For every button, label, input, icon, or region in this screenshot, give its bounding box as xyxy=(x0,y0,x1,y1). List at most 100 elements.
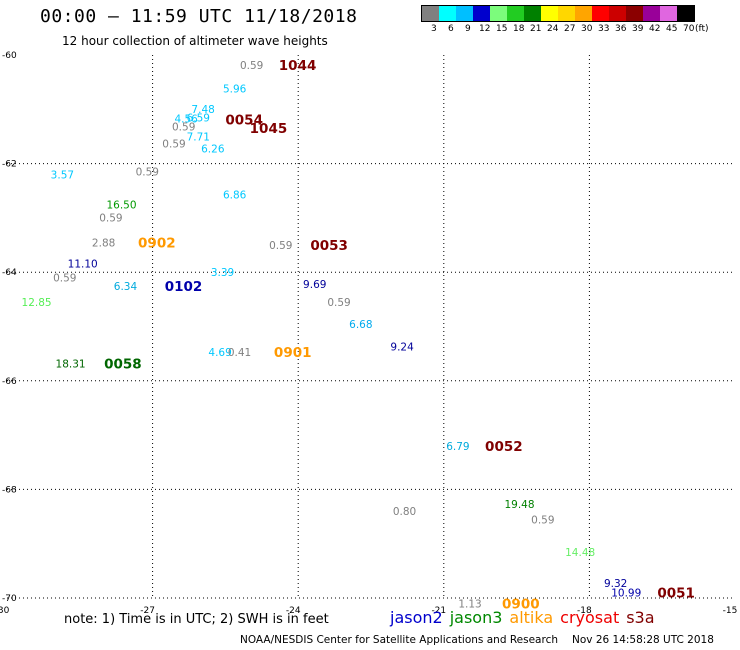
footer-timestamp: Nov 26 14:58:28 UTC 2018 xyxy=(572,634,714,646)
wave-height-label: 14.48 xyxy=(565,547,595,559)
color-scale-label: 36 xyxy=(615,24,627,34)
latitude-tick-label: -68 xyxy=(2,485,17,495)
wave-height-label: 0.59 xyxy=(99,212,122,224)
color-swatch xyxy=(558,6,575,21)
longitude-tick-label: -30 xyxy=(0,606,10,616)
observation-time-label: 0901 xyxy=(274,345,312,361)
color-swatch xyxy=(626,6,643,21)
latitude-tick-label: -62 xyxy=(2,160,17,170)
observation-time-label: 1044 xyxy=(279,58,317,74)
satellite-legend-item: jason2 xyxy=(390,608,443,627)
wave-height-label: 1.13 xyxy=(458,598,481,610)
observation-time-label: 0051 xyxy=(657,586,695,602)
wave-height-label: 2.88 xyxy=(92,237,115,249)
color-scale-label: 3 xyxy=(431,24,437,34)
color-scale-legend: 3 6 9 12 15 18 21 24 27 30 33 36 39 42 45 70 (ft) xyxy=(421,5,709,36)
wave-height-label: 4.69 xyxy=(208,347,231,359)
color-scale-swatches xyxy=(421,5,695,22)
longitude-tick-label: -21 xyxy=(431,606,446,616)
wave-height-label: 6.79 xyxy=(446,441,469,453)
color-swatch xyxy=(524,6,541,21)
longitude-tick-label: -27 xyxy=(140,606,155,616)
wave-height-label: 0.59 xyxy=(172,122,195,134)
color-scale-label: 21 xyxy=(530,24,542,34)
wave-height-label: 0.59 xyxy=(327,297,350,309)
color-swatch xyxy=(660,6,677,21)
wave-height-label: 3.57 xyxy=(51,169,74,181)
color-swatch xyxy=(507,6,524,21)
longitude-tick-label: -18 xyxy=(577,606,592,616)
color-swatch xyxy=(609,6,626,21)
color-swatch xyxy=(422,6,439,21)
page-title: 00:00 – 11:59 UTC 11/18/2018 xyxy=(40,6,358,27)
color-scale-label: 39 xyxy=(632,24,644,34)
longitude-tick-label: -24 xyxy=(286,606,301,616)
color-scale-label: 24 xyxy=(547,24,559,34)
wave-height-label: 3.39 xyxy=(211,267,234,279)
wave-height-label: 6.59 xyxy=(187,112,210,124)
color-swatch xyxy=(490,6,507,21)
color-scale-label: 45 xyxy=(666,24,678,34)
wave-height-label: 9.32 xyxy=(604,578,627,590)
wave-height-label: 6.26 xyxy=(201,143,225,155)
wave-height-label: 9.69 xyxy=(303,279,326,291)
wave-height-label: 5.96 xyxy=(223,84,247,96)
observation-time-label: 0058 xyxy=(104,356,142,372)
wave-height-label: 6.34 xyxy=(114,281,138,293)
observation-time-label: 0102 xyxy=(165,279,203,295)
color-scale-unit: (ft) xyxy=(695,24,709,34)
color-swatch xyxy=(677,6,694,21)
wave-height-label: 0.59 xyxy=(136,167,159,179)
wave-height-label: 7.71 xyxy=(187,131,210,143)
latitude-tick-label: -64 xyxy=(2,268,17,278)
wave-height-label: 10.99 xyxy=(611,588,641,600)
color-scale-label: 70 xyxy=(683,24,695,34)
color-scale-labels: 3 6 9 12 15 18 21 24 27 30 33 36 39 42 45 70 (ft) xyxy=(421,22,709,36)
wave-height-label: 0.59 xyxy=(531,514,554,526)
latitude-tick-label: -66 xyxy=(2,377,17,387)
wave-height-label: 16.50 xyxy=(106,199,136,211)
color-swatch xyxy=(575,6,592,21)
satellite-legend-item: altika xyxy=(509,608,554,627)
color-scale-label: 33 xyxy=(598,24,610,34)
latitude-tick-label: -70 xyxy=(2,594,17,604)
wave-height-label: 19.48 xyxy=(504,499,534,511)
wave-height-label: 6.68 xyxy=(349,319,372,331)
wave-height-label: 11.10 xyxy=(68,259,98,271)
color-scale-label: 18 xyxy=(513,24,525,34)
footer: NOAA/NESDIS Center for Satellite Applica… xyxy=(240,634,714,646)
color-swatch xyxy=(643,6,660,21)
color-swatch xyxy=(592,6,609,21)
color-scale-label: 6 xyxy=(448,24,454,34)
observation-time-label: 0052 xyxy=(485,439,523,455)
wave-height-label: 9.24 xyxy=(390,342,414,354)
longitude-tick-label: -15 xyxy=(723,606,738,616)
wave-height-label: 12.85 xyxy=(22,297,52,309)
color-scale-label: 9 xyxy=(465,24,471,34)
observation-time-label: 0900 xyxy=(502,596,540,612)
wave-height-label: 0.80 xyxy=(393,506,416,518)
footer-credit: NOAA/NESDIS Center for Satellite Applica… xyxy=(240,634,558,646)
observation-time-label: 0054 xyxy=(225,113,263,129)
satellite-legend-item: s3a xyxy=(626,608,655,627)
satellite-legend-item: jason3 xyxy=(449,608,503,627)
wave-height-label: 0.59 xyxy=(162,139,185,151)
wave-height-label: 6.86 xyxy=(223,190,247,202)
color-swatch xyxy=(473,6,490,21)
wave-height-label: 4.56 xyxy=(174,114,198,126)
wave-height-label: 7.48 xyxy=(191,104,214,116)
satellite-legend: jason2 jason3 altika cryosat s3a xyxy=(390,608,662,627)
observation-time-label: 0053 xyxy=(310,238,348,254)
color-scale-label: 27 xyxy=(564,24,576,34)
wave-height-label: 18.31 xyxy=(56,358,86,370)
wave-height-label: 0.59 xyxy=(53,273,76,285)
latitude-tick-label: -60 xyxy=(2,51,17,61)
note-text: note: 1) Time is in UTC; 2) SWH is in fe… xyxy=(64,612,329,627)
color-scale-label: 12 xyxy=(479,24,491,34)
satellite-legend-item: cryosat xyxy=(560,608,620,627)
wave-height-label: 0.59 xyxy=(269,240,292,252)
color-swatch xyxy=(456,6,473,21)
page-subtitle: 12 hour collection of altimeter wave hei… xyxy=(62,34,328,48)
color-scale-label: 42 xyxy=(649,24,661,34)
